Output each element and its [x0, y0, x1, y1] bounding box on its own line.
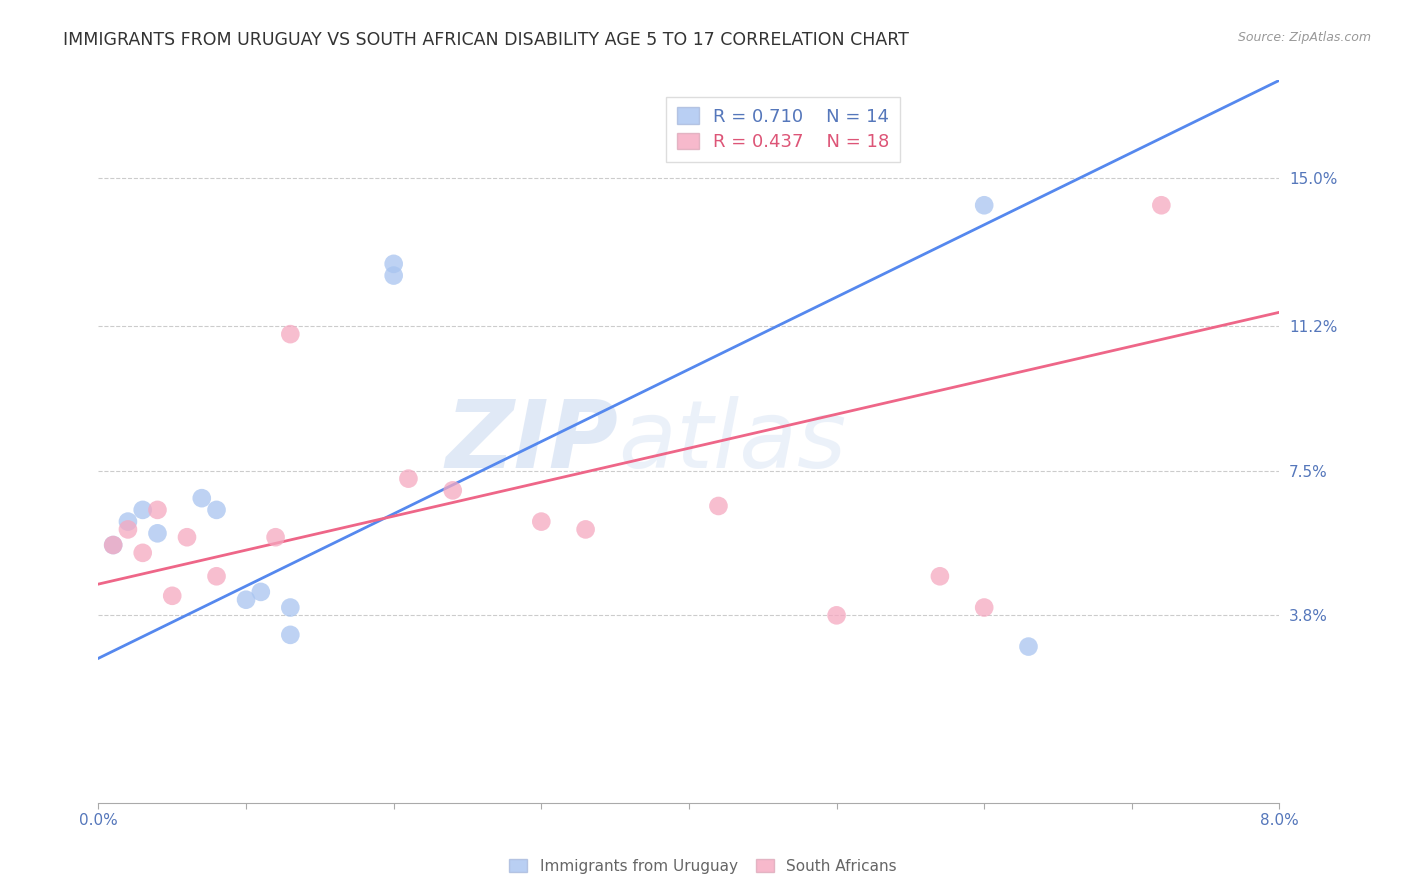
Point [1150, 198, 1173, 212]
Point [929, 569, 952, 583]
Point [707, 499, 730, 513]
Point [132, 546, 155, 560]
Point [146, 503, 169, 517]
Text: IMMIGRANTS FROM URUGUAY VS SOUTH AFRICAN DISABILITY AGE 5 TO 17 CORRELATION CHAR: IMMIGRANTS FROM URUGUAY VS SOUTH AFRICAN… [63, 31, 910, 49]
Point [264, 530, 287, 544]
Point [825, 608, 848, 623]
Text: atlas: atlas [619, 396, 846, 487]
Point [973, 600, 995, 615]
Point [280, 600, 302, 615]
Point [146, 526, 169, 541]
Point [103, 538, 125, 552]
Point [1018, 640, 1040, 654]
Text: ZIP: ZIP [446, 395, 619, 488]
Point [191, 491, 214, 505]
Point [575, 523, 598, 537]
Point [103, 538, 125, 552]
Point [441, 483, 464, 498]
Text: Source: ZipAtlas.com: Source: ZipAtlas.com [1237, 31, 1371, 45]
Point [530, 515, 553, 529]
Point [205, 569, 228, 583]
Point [132, 503, 155, 517]
Point [117, 515, 139, 529]
Point [250, 585, 273, 599]
Point [205, 503, 228, 517]
Point [162, 589, 183, 603]
Point [382, 268, 405, 283]
Point [235, 592, 257, 607]
Point [398, 472, 420, 486]
Point [280, 327, 302, 342]
Legend: Immigrants from Uruguay, South Africans: Immigrants from Uruguay, South Africans [503, 853, 903, 880]
Point [280, 628, 302, 642]
Point [176, 530, 198, 544]
Point [382, 257, 405, 271]
Point [973, 198, 995, 212]
Point [117, 523, 139, 537]
Legend: R = 0.710    N = 14, R = 0.437    N = 18: R = 0.710 N = 14, R = 0.437 N = 18 [666, 96, 900, 162]
